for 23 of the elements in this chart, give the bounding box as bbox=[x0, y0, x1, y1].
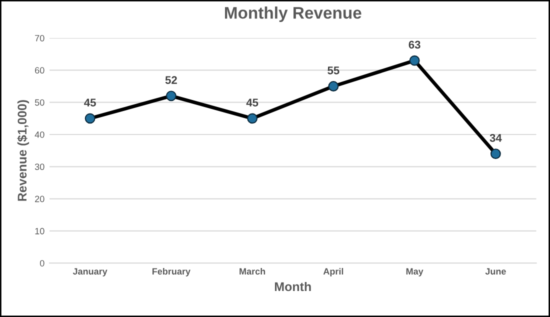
data-label: 55 bbox=[328, 66, 340, 74]
data-label: 52 bbox=[165, 76, 177, 84]
y-tick-label: 0 bbox=[40, 260, 44, 266]
y-tick-label: 20 bbox=[35, 196, 44, 202]
x-tick-label: March bbox=[240, 268, 266, 275]
x-tick-label: February bbox=[152, 268, 190, 276]
x-tick-label: June bbox=[485, 268, 506, 275]
y-tick-label: 70 bbox=[35, 35, 44, 42]
y-tick-label: 60 bbox=[35, 67, 44, 74]
x-tick-label: May bbox=[406, 268, 424, 276]
x-tick-label: April bbox=[323, 268, 344, 276]
y-tick-label: 50 bbox=[34, 99, 44, 106]
y-tick-label: 40 bbox=[34, 131, 44, 138]
chart-title: Monthly Revenue bbox=[225, 6, 362, 22]
data-label: 45 bbox=[84, 98, 96, 107]
y-tick-label: 10 bbox=[35, 228, 44, 234]
y-axis-title: Revenue ($1,000) bbox=[17, 100, 30, 201]
y-tick-label: 30 bbox=[34, 164, 44, 170]
data-label: 45 bbox=[246, 98, 258, 107]
data-label: 63 bbox=[408, 40, 420, 49]
x-tick-label: January bbox=[72, 268, 108, 276]
data-label: 34 bbox=[490, 134, 502, 142]
x-axis-title: Month bbox=[274, 282, 311, 292]
